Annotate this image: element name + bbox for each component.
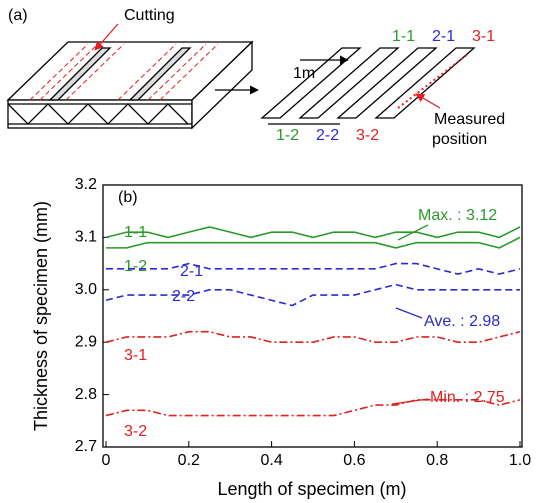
- y-tick-label: 2.8: [75, 386, 97, 403]
- annotation-arrow: [397, 224, 429, 241]
- data-line: [106, 236, 521, 249]
- x-tick-label: 0.2: [178, 452, 200, 469]
- annotation-arrow: [395, 307, 423, 319]
- measured-label: position: [432, 131, 487, 148]
- strips: [260, 47, 476, 125]
- data-line: [106, 262, 521, 275]
- annotation: Min. : 2.75: [430, 389, 505, 406]
- y-tick-label: 3.2: [75, 176, 97, 193]
- strip-label: 1-1: [392, 28, 415, 45]
- series-label: 3-1: [124, 347, 147, 364]
- y-axis-label: Thickness of specimen (mm): [31, 201, 51, 431]
- data-line: [105, 226, 521, 239]
- y-tick-label: 2.9: [75, 333, 97, 350]
- strip-label: 3-1: [472, 28, 495, 45]
- x-tick-label: 0.6: [343, 452, 365, 469]
- y-tick-label: 3.1: [75, 229, 97, 246]
- cutting-arrow: [94, 23, 119, 51]
- series-label: 1-2: [124, 258, 147, 275]
- sandwich-panel: [6, 40, 254, 130]
- annotation: Max. : 3.12: [418, 207, 497, 224]
- series-label: 3-2: [124, 423, 147, 440]
- series-label: 1-1: [124, 224, 147, 241]
- data-line: [105, 399, 521, 417]
- y-tick-label: 2.7: [75, 438, 97, 455]
- panel-label: (b): [118, 189, 138, 206]
- plot-frame: [102, 184, 523, 448]
- strip-label: 2-2: [316, 127, 339, 144]
- x-tick-label: 1.0: [509, 452, 531, 469]
- series-label: 2-2: [172, 288, 195, 305]
- annotation-arrow: [391, 398, 429, 405]
- x-tick-label: 0: [102, 452, 111, 469]
- measured-arrow: [415, 93, 441, 109]
- annotation: Ave. : 2.98: [424, 313, 500, 330]
- measured-label: Measured: [434, 111, 505, 128]
- y-tick-label: 3.0: [75, 281, 97, 298]
- x-tick-label: 0.4: [260, 452, 282, 469]
- length-label: 1m: [293, 65, 315, 82]
- strip-label: 3-2: [356, 127, 379, 144]
- x-axis-label: Length of specimen (m): [217, 479, 406, 499]
- data-line: [105, 330, 521, 343]
- cutting-label: Cutting: [124, 7, 175, 24]
- series-label: 2-1: [180, 263, 203, 280]
- panel-label: (a): [8, 7, 28, 24]
- data-line: [105, 283, 520, 307]
- x-tick-label: 0.8: [426, 452, 448, 469]
- strip-label: 1-2: [276, 127, 299, 144]
- strip-label: 2-1: [432, 28, 455, 45]
